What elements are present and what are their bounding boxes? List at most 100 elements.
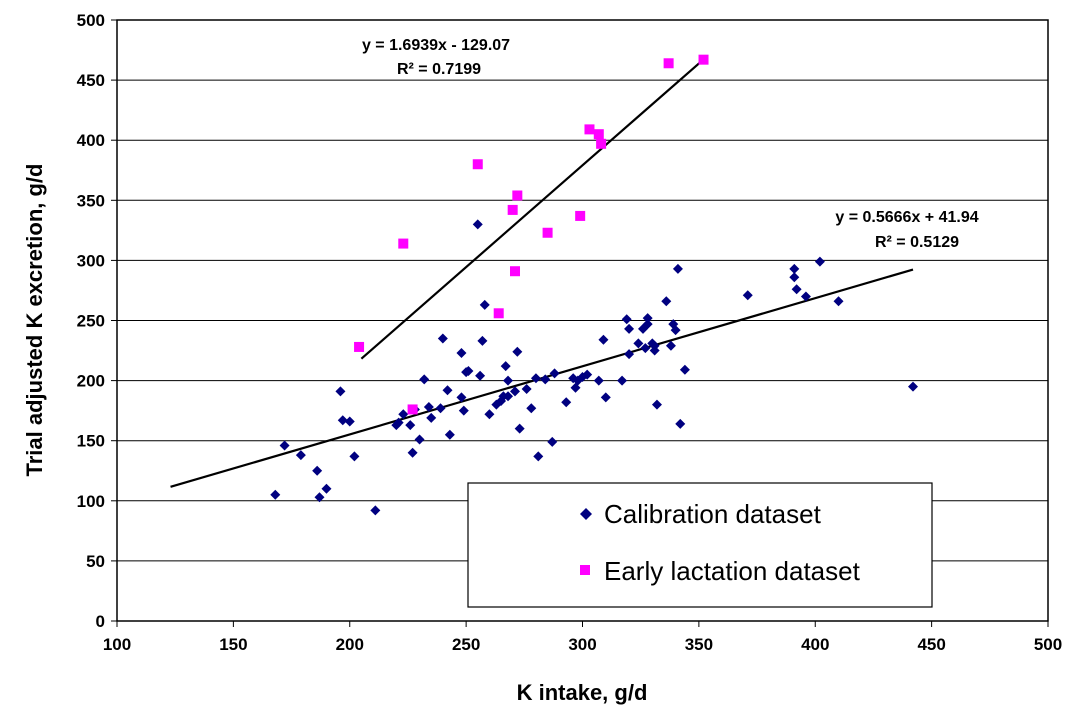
data-point-calibration [640,343,651,354]
x-tick-label: 500 [1034,635,1062,654]
data-point-calibration [598,334,609,345]
x-tick-label: 400 [801,635,829,654]
data-point-early-lactation [398,238,409,249]
trendline-equation-early-lactation: y = 1.6939x - 129.07 [362,37,510,54]
data-point-calibration [633,338,644,349]
x-tick-label: 350 [685,635,713,654]
data-point-calibration [833,296,844,307]
data-point-calibration [475,370,486,381]
data-point-calibration [800,291,811,302]
data-point-calibration [270,489,281,500]
data-point-calibration [349,451,360,462]
data-point-calibration [437,333,448,344]
x-tick-label: 200 [336,635,364,654]
data-point-calibration [624,349,635,360]
data-point-calibration [621,314,632,325]
data-point-calibration [642,313,653,324]
data-point-calibration [458,405,469,416]
x-axis-title: K intake, g/d [517,680,648,705]
data-point-calibration [814,256,825,267]
trendlines [170,58,914,488]
data-point-early-lactation [542,227,553,238]
data-point-calibration [456,392,467,403]
data-point-early-lactation [512,190,523,201]
data-point-calibration [510,386,521,397]
x-tick-label: 250 [452,635,480,654]
y-tick-label: 350 [77,191,105,210]
x-tick-label: 450 [917,635,945,654]
data-point-calibration [321,483,332,494]
data-point-calibration [419,374,430,385]
data-point-calibration [456,347,467,358]
legend-box [467,482,933,608]
data-point-calibration [908,381,919,392]
data-point-calibration [370,505,381,516]
y-tick-label: 450 [77,71,105,90]
data-point-early-lactation [575,210,586,221]
legend: Calibration dataset Early lactation data… [467,482,933,608]
y-tick-label: 300 [77,251,105,270]
data-point-calibration [500,361,511,372]
data-point-calibration [742,290,753,301]
trendline-r2-calibration: R² = 0.5129 [875,234,959,251]
gridlines [117,79,1048,562]
data-point-calibration [672,263,683,274]
data-point-calibration [393,417,404,428]
data-point-calibration [679,364,690,375]
data-point-early-lactation [584,124,595,135]
data-point-early-lactation [510,266,521,277]
data-point-calibration [533,451,544,462]
data-point-calibration [521,384,532,395]
data-point-early-lactation [493,308,504,319]
data-point-calibration [414,434,425,445]
data-point-calibration [661,296,672,307]
data-point-calibration [617,375,628,386]
data-point-early-lactation [663,58,674,69]
data-point-calibration [314,492,325,503]
data-point-calibration [335,386,346,397]
data-point-calibration [512,346,523,357]
data-point-calibration [426,412,437,423]
data-points [270,54,919,516]
legend-label-calibration: Calibration dataset [604,499,822,529]
data-point-calibration [540,374,551,385]
data-point-calibration [530,373,541,384]
data-point-calibration [479,299,490,310]
data-point-calibration [444,429,455,440]
x-tick-label: 100 [103,635,131,654]
data-point-calibration [593,375,604,386]
data-point-calibration [312,465,323,476]
trendline-equation-calibration: y = 0.5666x + 41.94 [835,209,978,226]
data-point-calibration [561,397,572,408]
data-point-calibration [675,418,686,429]
data-point-calibration [503,375,514,386]
data-point-calibration [665,340,676,351]
legend-marker-early-lactation [580,565,590,575]
data-point-calibration [472,219,483,230]
data-point-calibration [791,284,802,295]
y-tick-label: 500 [77,11,105,30]
data-point-early-lactation [472,159,483,170]
data-point-calibration [651,399,662,410]
data-point-early-lactation [507,204,518,215]
data-point-calibration [526,403,537,414]
data-point-calibration [484,409,495,420]
y-axis-title: Trial adjusted K excretion, g/d [22,164,47,477]
data-point-calibration [582,369,593,380]
data-point-calibration [463,365,474,376]
legend-label-early-lactation: Early lactation dataset [604,556,861,586]
data-point-calibration [337,415,348,426]
data-point-calibration [624,323,635,334]
data-point-calibration [600,392,611,403]
y-tick-label: 100 [77,492,105,511]
data-point-calibration [642,319,653,330]
data-point-calibration [789,263,800,274]
data-point-calibration [407,447,418,458]
data-point-early-lactation [593,129,604,140]
legend-marker-calibration [580,508,592,520]
data-point-calibration [503,391,514,402]
data-point-early-lactation [354,341,365,352]
data-point-calibration [423,402,434,413]
trendline-early-lactation [360,58,705,360]
